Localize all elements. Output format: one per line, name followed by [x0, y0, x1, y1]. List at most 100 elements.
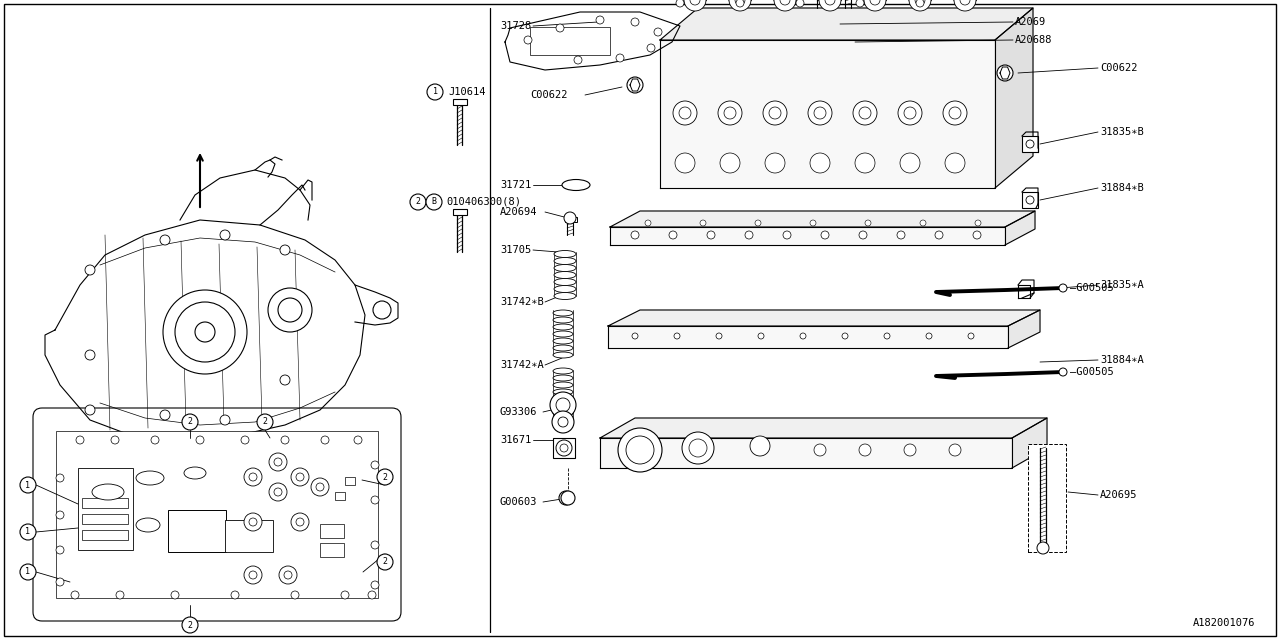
- Ellipse shape: [553, 352, 573, 358]
- Circle shape: [340, 591, 349, 599]
- Circle shape: [780, 0, 790, 5]
- Circle shape: [800, 333, 806, 339]
- Circle shape: [916, 0, 924, 7]
- Text: A182001076: A182001076: [1193, 618, 1254, 628]
- Circle shape: [244, 513, 262, 531]
- Circle shape: [280, 245, 291, 255]
- Circle shape: [70, 591, 79, 599]
- Circle shape: [915, 0, 925, 5]
- Bar: [225, 520, 273, 552]
- Circle shape: [160, 235, 170, 245]
- Text: 31835∗A: 31835∗A: [1100, 280, 1144, 290]
- Circle shape: [975, 220, 980, 226]
- Ellipse shape: [136, 471, 164, 485]
- Circle shape: [904, 444, 916, 456]
- Circle shape: [920, 220, 925, 226]
- Bar: [1028, 444, 1066, 552]
- Circle shape: [316, 483, 324, 491]
- Bar: [320, 543, 344, 557]
- Circle shape: [1037, 542, 1050, 554]
- Ellipse shape: [554, 271, 576, 278]
- Circle shape: [163, 290, 247, 374]
- Circle shape: [172, 591, 179, 599]
- Circle shape: [904, 107, 916, 119]
- Circle shape: [870, 0, 881, 5]
- Circle shape: [783, 231, 791, 239]
- Circle shape: [735, 0, 745, 5]
- Circle shape: [311, 478, 329, 496]
- Text: A20695: A20695: [1100, 490, 1138, 500]
- Circle shape: [864, 0, 886, 11]
- Bar: [553, 438, 575, 458]
- Circle shape: [76, 436, 84, 444]
- Ellipse shape: [554, 292, 576, 300]
- Circle shape: [700, 220, 707, 226]
- Circle shape: [378, 554, 393, 570]
- Bar: [56, 431, 378, 598]
- Text: C00622: C00622: [1100, 63, 1138, 73]
- Circle shape: [1059, 368, 1068, 376]
- Text: 2: 2: [383, 472, 388, 481]
- Bar: [82, 498, 128, 508]
- Ellipse shape: [730, 0, 751, 4]
- Circle shape: [175, 302, 236, 362]
- Circle shape: [250, 571, 257, 579]
- Circle shape: [631, 231, 639, 239]
- Circle shape: [196, 436, 204, 444]
- Circle shape: [684, 0, 707, 11]
- Circle shape: [369, 591, 376, 599]
- Circle shape: [291, 591, 300, 599]
- Ellipse shape: [553, 345, 573, 351]
- Polygon shape: [995, 8, 1033, 188]
- Circle shape: [371, 461, 379, 469]
- Circle shape: [755, 220, 762, 226]
- Circle shape: [954, 0, 977, 11]
- Circle shape: [690, 0, 700, 5]
- Circle shape: [250, 518, 257, 526]
- Text: 31671: 31671: [500, 435, 531, 445]
- Circle shape: [195, 322, 215, 342]
- Bar: [168, 510, 227, 552]
- Circle shape: [618, 428, 662, 472]
- Text: 31728: 31728: [500, 21, 531, 31]
- Circle shape: [716, 333, 722, 339]
- Circle shape: [826, 0, 835, 5]
- Circle shape: [736, 0, 744, 7]
- Circle shape: [371, 581, 379, 589]
- Circle shape: [810, 220, 817, 226]
- Ellipse shape: [553, 310, 573, 316]
- Circle shape: [56, 578, 64, 586]
- Bar: [564, 217, 577, 222]
- FancyBboxPatch shape: [33, 408, 401, 621]
- Polygon shape: [1012, 418, 1047, 468]
- Polygon shape: [600, 418, 1047, 438]
- Circle shape: [675, 333, 680, 339]
- Circle shape: [378, 469, 393, 485]
- Circle shape: [682, 432, 714, 464]
- Text: —G00505: —G00505: [1070, 367, 1114, 377]
- Circle shape: [524, 36, 532, 44]
- Ellipse shape: [553, 403, 573, 409]
- Circle shape: [596, 16, 604, 24]
- Circle shape: [268, 288, 312, 332]
- Ellipse shape: [774, 0, 796, 4]
- Circle shape: [558, 417, 568, 427]
- Circle shape: [632, 333, 637, 339]
- Circle shape: [1027, 196, 1034, 204]
- Ellipse shape: [684, 0, 707, 4]
- Ellipse shape: [553, 324, 573, 330]
- Circle shape: [282, 436, 289, 444]
- Circle shape: [943, 101, 966, 125]
- Circle shape: [631, 18, 639, 26]
- Circle shape: [968, 333, 974, 339]
- Text: 1: 1: [433, 88, 438, 97]
- Circle shape: [561, 444, 568, 452]
- Circle shape: [842, 333, 849, 339]
- Circle shape: [556, 440, 572, 456]
- Text: A20694: A20694: [500, 207, 538, 217]
- Text: 31742∗B: 31742∗B: [500, 297, 544, 307]
- Circle shape: [884, 333, 890, 339]
- Ellipse shape: [562, 179, 590, 191]
- Circle shape: [182, 617, 198, 633]
- Text: 2: 2: [187, 417, 192, 426]
